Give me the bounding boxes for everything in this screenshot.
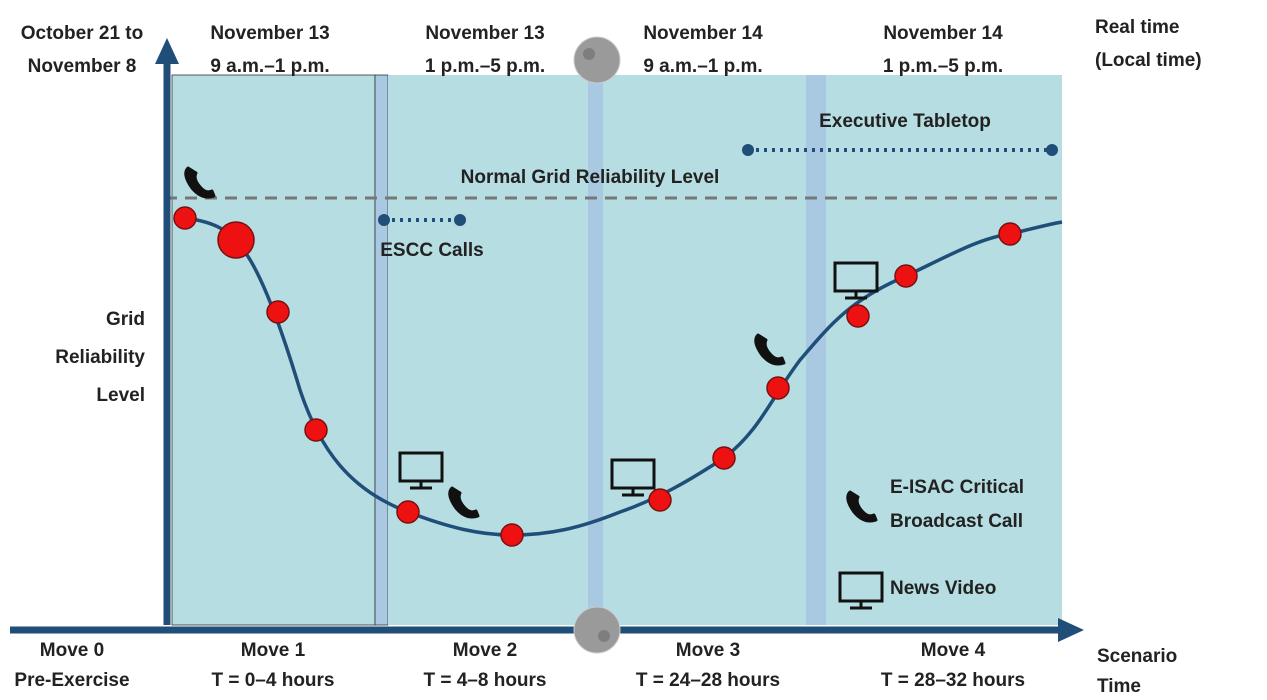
- separator: [806, 75, 826, 625]
- legend-label: Broadcast Call: [890, 511, 1023, 532]
- monitor-stand: [845, 291, 867, 300]
- move-label: Move 3: [676, 640, 740, 661]
- event-dot: [712, 446, 736, 470]
- legend-label: News Video: [890, 578, 996, 599]
- real-time-label: 1 p.m.–5 p.m.: [425, 56, 545, 77]
- panel: [603, 75, 806, 625]
- dot: [378, 214, 390, 226]
- phone-icon: [754, 333, 786, 366]
- event-dot: [846, 304, 870, 328]
- axis-title: Level: [96, 385, 145, 406]
- real-time-label: November 13: [425, 23, 544, 44]
- move-label: T = 24–28 hours: [636, 670, 780, 691]
- phone-icon: [846, 490, 878, 523]
- phone-icon: [184, 166, 216, 199]
- moon-crater: [598, 630, 610, 642]
- event-dot: [173, 206, 197, 230]
- real-time-label: November 14: [883, 23, 1003, 44]
- events: [173, 206, 1022, 547]
- moon-crater: [583, 48, 595, 60]
- monitor-stand: [622, 488, 644, 497]
- axis-title: Scenario: [1097, 646, 1177, 667]
- separator: [588, 75, 603, 625]
- event-dot: [266, 300, 290, 324]
- panel: [388, 75, 588, 625]
- event-dot: [766, 376, 790, 400]
- event-dot: [304, 418, 328, 442]
- move-label: T = 0–4 hours: [211, 670, 334, 691]
- legend-label: E-ISAC Critical: [890, 477, 1024, 498]
- move-label: Move 2: [453, 640, 517, 661]
- separator: [374, 74, 389, 626]
- move-label: Move 0: [40, 640, 104, 661]
- dot: [454, 214, 466, 226]
- event-dot: [648, 488, 672, 512]
- monitor-stand: [410, 481, 432, 490]
- axis-title: Real time: [1095, 17, 1179, 38]
- move-label: Move 4: [921, 640, 986, 661]
- move-label: Move 1: [241, 640, 306, 661]
- real-time-label: November 8: [28, 56, 137, 77]
- panel: [826, 75, 1062, 625]
- axis-title: Reliability: [55, 347, 145, 368]
- annotation: Normal Grid Reliability Level: [461, 167, 720, 188]
- real-time-label: October 21 to: [21, 23, 143, 44]
- arrow: [155, 38, 179, 64]
- move-label: Pre-Exercise: [14, 670, 129, 691]
- axis-title: Grid: [106, 309, 145, 330]
- annotation: Executive Tabletop: [819, 111, 991, 132]
- event-dot: [500, 523, 524, 547]
- axis-title: Time: [1097, 676, 1141, 697]
- annotation: ESCC Calls: [380, 240, 483, 261]
- real-time-label: 9 a.m.–1 p.m.: [643, 56, 762, 77]
- panel: [171, 74, 376, 626]
- real-time-label: 1 p.m.–5 p.m.: [883, 56, 1003, 77]
- real-time-label: November 14: [643, 23, 763, 44]
- monitor-stand: [850, 601, 872, 610]
- event-dot: [396, 500, 420, 524]
- moon: [573, 36, 621, 84]
- event-dot: [217, 221, 255, 259]
- moon: [573, 606, 621, 654]
- real-time-label: 9 a.m.–1 p.m.: [210, 56, 329, 77]
- arrow: [1058, 618, 1084, 642]
- exec-dots: [742, 144, 1058, 156]
- dot: [742, 144, 754, 156]
- event-dot: [894, 264, 918, 288]
- icons: [184, 166, 884, 610]
- escc-dots: [378, 214, 466, 226]
- dot: [1046, 144, 1058, 156]
- real-time-label: November 13: [210, 23, 329, 44]
- axis-title: (Local time): [1095, 50, 1202, 71]
- move-label: T = 4–8 hours: [423, 670, 546, 691]
- panels: [171, 74, 1062, 626]
- move-label: T = 28–32 hours: [881, 670, 1025, 691]
- phone-icon: [448, 486, 480, 519]
- event-dot: [998, 222, 1022, 246]
